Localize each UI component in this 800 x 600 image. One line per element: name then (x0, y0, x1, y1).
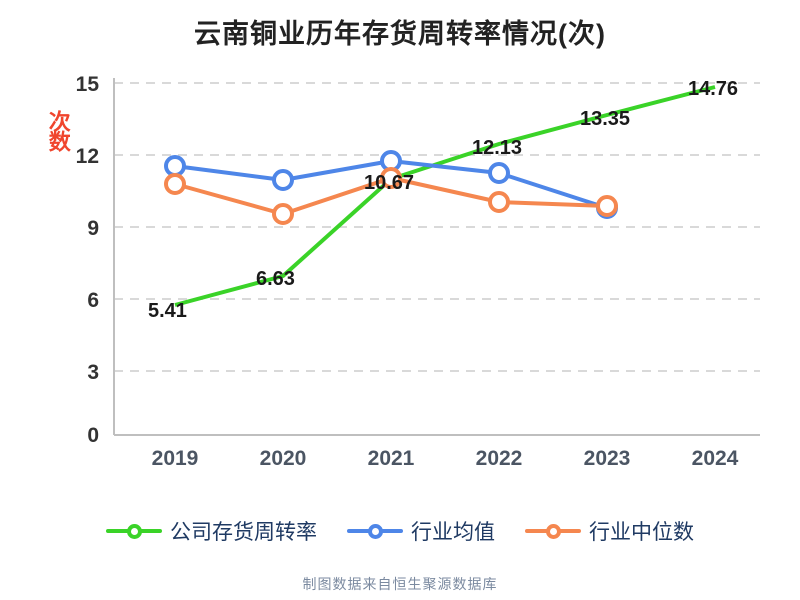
legend-item-industry-median[interactable]: 行业中位数 (525, 516, 694, 546)
y-tick-2: 6 (87, 289, 99, 312)
x-tick-2023: 2023 (583, 447, 631, 470)
legend-marker-industry-median (525, 523, 581, 539)
chart-footnote: 制图数据来自恒生聚源数据库 (302, 576, 498, 592)
data-label-2021: 10.67 (364, 172, 415, 194)
data-label-2024: 14.76 (688, 78, 739, 100)
data-label-2023: 13.35 (580, 108, 631, 130)
legend-item-company[interactable]: 公司存货周转率 (106, 516, 317, 546)
legend-label-company: 公司存货周转率 (170, 521, 317, 544)
y-axis-label: 次数 (45, 110, 71, 150)
gridlines (114, 82, 760, 372)
y-tick-1: 3 (87, 361, 99, 384)
x-tick-2020: 2020 (259, 447, 307, 470)
x-tick-2021: 2021 (367, 447, 415, 470)
legend-label-industry-mean: 行业均值 (411, 521, 495, 544)
data-label-2019: 5.41 (148, 300, 187, 322)
data-label-2022: 12.13 (472, 137, 523, 159)
legend-marker-company (106, 523, 162, 539)
series-company-line (174, 85, 716, 307)
y-tick-3: 9 (87, 217, 99, 240)
x-tick-2024: 2024 (691, 447, 739, 470)
chart-title: 云南铜业历年存货周转率情况(次) (194, 19, 606, 49)
y-tick-5: 15 (75, 73, 99, 96)
legend-item-industry-mean[interactable]: 行业均值 (347, 516, 495, 546)
series-industry-median-line (164, 167, 618, 225)
legend-marker-industry-mean (347, 523, 403, 539)
x-tick-2019: 2019 (151, 447, 199, 470)
chart-legend: 公司存货周转率 行业均值 行业中位数 (0, 516, 800, 546)
x-tick-2022: 2022 (475, 447, 523, 470)
data-label-2020: 6.63 (256, 268, 295, 290)
y-tick-4: 12 (75, 145, 99, 168)
legend-label-industry-median: 行业中位数 (589, 521, 694, 544)
y-tick-0: 0 (87, 424, 99, 447)
